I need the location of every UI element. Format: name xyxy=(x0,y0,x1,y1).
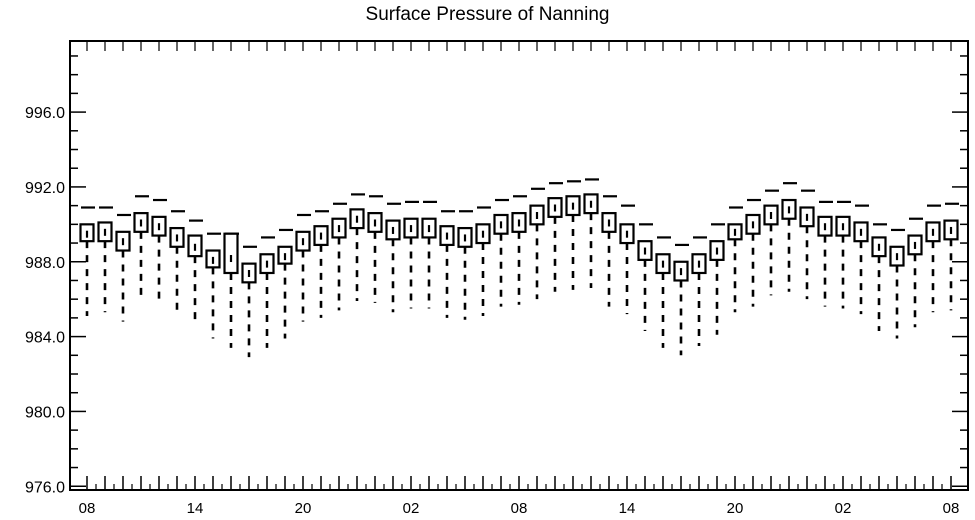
box-plot xyxy=(907,217,923,328)
box-plot xyxy=(745,198,761,307)
box-plot xyxy=(493,198,509,307)
box-plot xyxy=(367,195,383,303)
box-plot xyxy=(637,223,653,331)
box-plot xyxy=(529,187,545,300)
box-plot xyxy=(115,213,131,322)
box-plot xyxy=(241,245,257,358)
box-plot xyxy=(169,210,185,317)
x-tick-label: 14 xyxy=(619,500,636,517)
box-plot xyxy=(295,213,311,322)
y-tick-label: 996.0 xyxy=(25,105,65,122)
box-plot xyxy=(925,204,941,313)
box-plot xyxy=(205,232,221,339)
box-plot xyxy=(835,200,851,309)
box-plot xyxy=(97,206,113,313)
box-plot xyxy=(799,189,815,300)
box-plot xyxy=(457,210,473,320)
y-tick-label: 984.0 xyxy=(25,330,65,347)
box-plot xyxy=(421,200,437,309)
boxes-layer xyxy=(79,178,959,358)
box-plot xyxy=(853,204,869,315)
box-plot xyxy=(277,228,293,339)
box-plot xyxy=(763,189,779,296)
box-plot xyxy=(151,198,167,305)
x-tick-label: 14 xyxy=(187,500,204,517)
box-plot xyxy=(619,204,635,315)
box-plot xyxy=(583,178,599,288)
y-tick-label: 980.0 xyxy=(25,404,65,421)
box-plot xyxy=(547,182,563,292)
box-plot xyxy=(331,202,347,311)
x-tick-label: 08 xyxy=(511,500,528,517)
box-plot xyxy=(673,243,689,356)
axis-layer: 976.0 980.0 984.0 988.0 992.0 996.0 08 14 20 02 08… xyxy=(25,41,968,517)
box-plot xyxy=(817,200,833,307)
x-tick-label: 08 xyxy=(79,500,96,517)
box-plot xyxy=(691,236,707,346)
box-plot xyxy=(475,206,491,317)
box-plot xyxy=(439,210,455,318)
box-plot xyxy=(511,195,527,305)
box xyxy=(223,232,239,275)
box-plot xyxy=(223,232,239,348)
x-tick-label: 02 xyxy=(403,500,420,517)
box-plot xyxy=(385,202,401,313)
box-plot xyxy=(655,236,671,348)
box-plot xyxy=(349,193,365,302)
box-plot xyxy=(943,202,959,311)
box-plot xyxy=(187,219,203,326)
box-plot xyxy=(259,236,275,348)
x-tick-label: 08 xyxy=(943,500,960,517)
y-tick-label: 992.0 xyxy=(25,180,65,197)
x-tick-label: 20 xyxy=(727,500,744,517)
box-plot xyxy=(601,195,617,307)
box-plot xyxy=(133,195,149,302)
y-tick-label: 976.0 xyxy=(25,479,65,496)
box-plot xyxy=(889,228,905,339)
box-plot xyxy=(727,206,743,313)
box-plot xyxy=(709,223,725,335)
box-plot xyxy=(313,210,329,318)
y-tick-label: 988.0 xyxy=(25,255,65,272)
plot-frame xyxy=(69,40,969,491)
box-plot xyxy=(565,180,581,290)
chart-title: Surface Pressure of Nanning xyxy=(365,4,610,25)
box-plot xyxy=(403,200,419,309)
x-tick-label: 02 xyxy=(835,500,852,517)
box-plot xyxy=(79,206,95,317)
box-plot xyxy=(871,223,887,331)
box-plot xyxy=(781,182,797,292)
x-tick-label: 20 xyxy=(295,500,312,517)
